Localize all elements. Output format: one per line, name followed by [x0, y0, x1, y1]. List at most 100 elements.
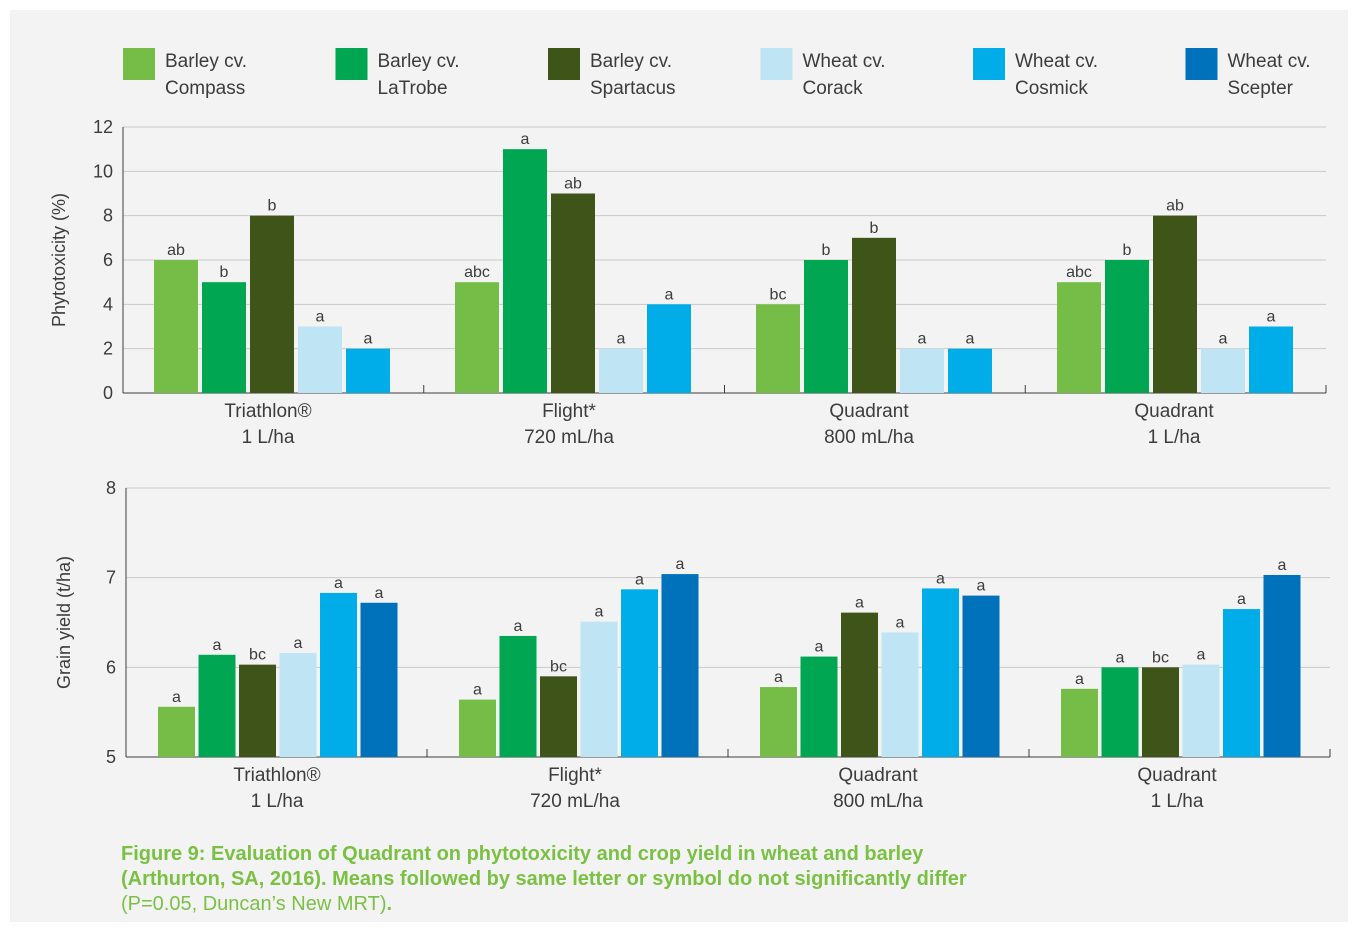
figure-panel	[10, 10, 1348, 922]
y-tick-label-6: 12	[93, 117, 113, 137]
bar-label-s0-c2: a	[774, 669, 783, 686]
bar-s1-c2	[800, 656, 838, 757]
bar-label-s4-c1: a	[635, 571, 644, 588]
category-label-0-line2: 1 L/ha	[251, 791, 304, 812]
bar-label-s0-c1: a	[473, 682, 482, 699]
category-label-1-line2: 720 mL/ha	[524, 427, 614, 448]
bar-s1-c2	[804, 260, 848, 393]
bar-label-s0-c0: ab	[167, 242, 185, 259]
bar-s4-c0	[346, 348, 390, 393]
bar-label-s2-c3: bc	[1152, 649, 1169, 666]
bar-label-s1-c3: a	[1116, 649, 1125, 666]
bar-label-s2-c2: a	[855, 595, 864, 612]
bar-s5-c0	[360, 602, 398, 757]
category-label-2-line2: 800 mL/ha	[833, 791, 923, 812]
bar-s2-c3	[1142, 667, 1179, 757]
bar-label-s1-c0: a	[213, 637, 222, 654]
bar-s2-c0	[239, 664, 276, 757]
category-label-3-line2: 1 L/ha	[1148, 427, 1201, 448]
y-tick-label-0: 0	[103, 383, 113, 403]
bar-label-s5-c0: a	[375, 585, 384, 602]
bar-s3-c3	[1182, 664, 1220, 757]
bar-s3-c0	[298, 326, 342, 393]
bar-label-s4-c3: a	[1237, 591, 1246, 608]
legend-label-3-line1: Wheat cv.	[803, 51, 886, 72]
bar-label-s2-c1: ab	[564, 176, 582, 193]
grain-yield-chart: 5 6 7 8 Grain yield (t/ha) a a a a a a a a bc bc a bc a a a…	[54, 478, 1331, 812]
caption-end: .	[386, 893, 393, 915]
y-axis-title: Grain yield (t/ha)	[54, 556, 74, 689]
bar-s3-c1	[599, 348, 643, 393]
bar-s2-c2	[852, 237, 896, 393]
bar-s3-c2	[900, 348, 944, 393]
bar-label-s4-c2: a	[936, 570, 945, 587]
figure-caption: Figure 9: Evaluation of Quadrant on phyt…	[121, 842, 1321, 917]
category-label-3-line1: Quadrant	[1134, 401, 1214, 422]
bar-s1-c3	[1101, 667, 1139, 757]
legend-swatch-0	[123, 48, 155, 80]
legend-label-4-line1: Wheat cv.	[1015, 51, 1098, 72]
legend-swatch-4	[973, 48, 1005, 80]
bar-label-s3-c0: a	[294, 635, 303, 652]
bar-s3-c0	[279, 652, 317, 757]
legend-label-2-line2: Spartacus	[590, 78, 676, 99]
category-label-1-line1: Flight*	[542, 401, 596, 422]
legend-label-2-line1: Barley cv.	[590, 51, 672, 72]
category-label-2-line2: 800 mL/ha	[824, 427, 914, 448]
bar-label-s2-c0: b	[268, 198, 277, 215]
bar-s1-c0	[198, 654, 236, 757]
bar-s2-c2	[841, 612, 878, 757]
y-tick-label-5: 10	[93, 161, 113, 181]
bar-label-s0-c1: abc	[464, 264, 490, 281]
category-label-1-line1: Flight*	[548, 765, 602, 786]
caption-line-1: Figure 9: Evaluation of Quadrant on phyt…	[121, 843, 924, 865]
bar-s0-c0	[158, 706, 195, 757]
caption-note: (P=0.05, Duncan’s New MRT)	[121, 893, 387, 915]
bar-s4-c2	[922, 588, 959, 757]
bar-label-s0-c2: bc	[770, 286, 787, 303]
caption-line-2: (Arthurton, SA, 2016). Means followed by…	[121, 868, 967, 890]
bar-s4-c2	[948, 348, 992, 393]
y-tick-label-2: 4	[103, 294, 113, 314]
bar-label-s1-c1: a	[514, 618, 523, 635]
y-tick-label-0: 5	[106, 747, 116, 767]
legend-swatch-5	[1185, 48, 1218, 80]
bar-s1-c1	[503, 149, 547, 393]
bar-s2-c1	[551, 193, 595, 393]
bar-label-s3-c0: a	[316, 309, 325, 326]
category-label-3-line1: Quadrant	[1137, 765, 1217, 786]
bar-s4-c1	[647, 304, 691, 393]
bar-label-s1-c0: b	[220, 264, 229, 281]
y-tick-label-2: 7	[106, 568, 116, 588]
legend-label-3-line2: Corack	[803, 78, 864, 99]
bar-label-s3-c3: a	[1197, 647, 1206, 664]
bar-s0-c0	[154, 260, 198, 393]
bar-s3-c1	[580, 621, 618, 757]
bar-label-s0-c3: abc	[1066, 264, 1092, 281]
bar-s4-c1	[621, 589, 658, 757]
bar-label-s4-c3: a	[1267, 309, 1276, 326]
bar-s1-c1	[499, 635, 537, 757]
bar-label-s1-c2: b	[822, 242, 831, 259]
bar-s2-c3	[1153, 215, 1197, 393]
legend: Barley cv. Compass Barley cv. LaTrobe Barley…	[123, 48, 1311, 99]
legend-swatch-1	[335, 48, 368, 80]
bar-label-s3-c3: a	[1219, 331, 1228, 348]
category-label-0-line1: Triathlon®	[224, 401, 311, 422]
bar-s1-c3	[1105, 260, 1149, 393]
bar-label-s4-c0: a	[334, 575, 343, 592]
bar-label-s4-c1: a	[665, 286, 674, 303]
bar-s2-c0	[250, 215, 294, 393]
bar-s5-c3	[1263, 574, 1301, 757]
bar-s3-c3	[1201, 348, 1245, 393]
bar-s0-c3	[1057, 282, 1101, 393]
bar-s0-c1	[455, 282, 499, 393]
bar-label-s4-c0: a	[364, 331, 373, 348]
bar-s5-c1	[661, 574, 699, 757]
bar-label-s3-c1: a	[617, 331, 626, 348]
category-label-2-line1: Quadrant	[838, 765, 918, 786]
legend-label-4-line2: Cosmick	[1015, 78, 1088, 99]
category-label-0-line1: Triathlon®	[233, 765, 320, 786]
bar-label-s5-c1: a	[676, 556, 685, 573]
